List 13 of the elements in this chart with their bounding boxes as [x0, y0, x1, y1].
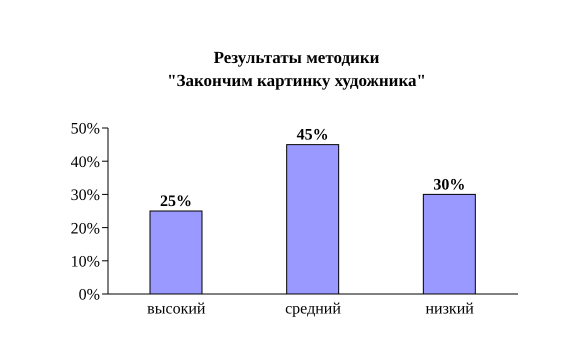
y-tick-label: 30%: [70, 187, 100, 204]
data-label: 25%: [160, 193, 192, 210]
data-label: 30%: [433, 176, 466, 194]
y-tick-label: 40%: [70, 154, 100, 171]
y-tick-label: 0%: [78, 286, 100, 304]
data-label: 45%: [296, 126, 329, 144]
x-tick-label: низкий: [425, 300, 474, 318]
y-tick-label: 20%: [70, 220, 100, 238]
chart-title: Результаты методики "Закончим картинку художника": [166, 47, 427, 92]
y-tick-label: 10%: [70, 253, 100, 270]
x-tick-label: средний: [285, 300, 342, 318]
y-tick-label: 50%: [70, 120, 100, 138]
x-tick-label: высокий: [147, 300, 206, 318]
